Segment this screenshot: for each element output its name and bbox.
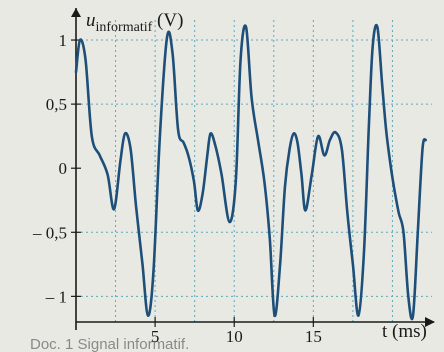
y-tick-label: 1: [59, 31, 68, 50]
x-axis-label: t (ms): [382, 321, 427, 342]
y-axis-label: uinformatif (V): [86, 10, 183, 35]
y-tick-label: 0,5: [46, 95, 67, 114]
y-tick-label: – 1: [45, 287, 67, 306]
series-layer: [74, 23, 427, 321]
x-tick-label: 10: [226, 327, 243, 346]
y-tick-label: 0: [59, 159, 68, 178]
gridlines: [76, 20, 432, 322]
series-line-0: [74, 23, 427, 321]
y-axis-arrow: [71, 8, 81, 17]
ticks: 1 0,5 0 – 0,5 – 1 5 10 15: [32, 31, 322, 346]
y-tick-label: – 0,5: [32, 223, 67, 242]
x-tick-label: 5: [151, 327, 160, 346]
x-tick-label: 15: [305, 327, 322, 346]
caption: Doc. 1 Signal informatif.: [30, 336, 189, 352]
x-axis-arrow: [425, 317, 435, 327]
